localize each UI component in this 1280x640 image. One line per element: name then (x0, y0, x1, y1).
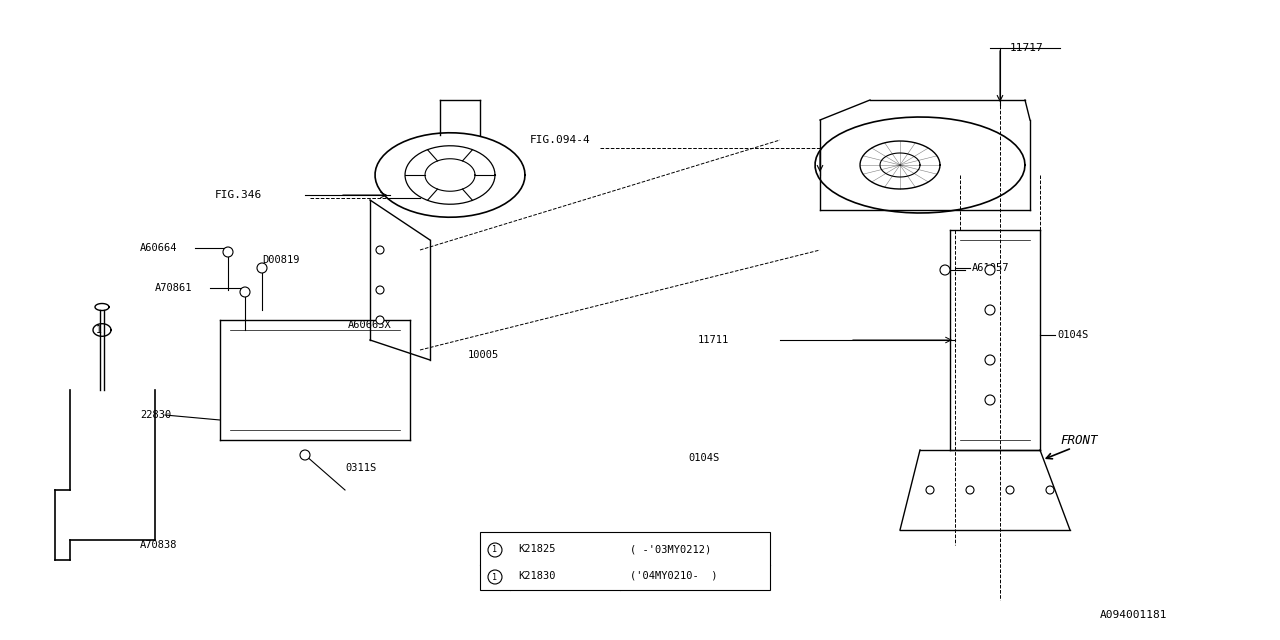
Text: FIG.346: FIG.346 (215, 190, 262, 200)
Circle shape (986, 355, 995, 365)
Circle shape (1046, 486, 1053, 494)
Circle shape (300, 450, 310, 460)
Text: A70861: A70861 (155, 283, 192, 293)
Text: A61057: A61057 (972, 263, 1010, 273)
Text: 1: 1 (492, 545, 497, 554)
Circle shape (376, 316, 384, 324)
Circle shape (940, 265, 950, 275)
Text: K21825: K21825 (518, 544, 556, 554)
Circle shape (257, 263, 268, 273)
Bar (480, 532, 771, 590)
Circle shape (925, 486, 934, 494)
Text: K21830: K21830 (518, 571, 556, 581)
Text: 0311S: 0311S (346, 463, 376, 473)
Circle shape (376, 246, 384, 254)
Circle shape (986, 265, 995, 275)
Text: ( -'03MY0212): ( -'03MY0212) (630, 544, 712, 554)
Text: 11717: 11717 (1010, 43, 1043, 53)
Text: 1: 1 (492, 573, 497, 582)
Text: A60665X: A60665X (348, 320, 392, 330)
Circle shape (223, 247, 233, 257)
Text: 0104S: 0104S (1057, 330, 1088, 340)
Circle shape (488, 543, 502, 557)
Circle shape (376, 286, 384, 294)
Circle shape (986, 395, 995, 405)
Text: ('04MY0210-  ): ('04MY0210- ) (630, 571, 718, 581)
Text: 1: 1 (96, 325, 102, 335)
Circle shape (986, 305, 995, 315)
Text: FIG.094-4: FIG.094-4 (530, 135, 591, 145)
Text: 0104S: 0104S (689, 453, 719, 463)
Text: FRONT: FRONT (1060, 433, 1097, 447)
Text: 22830: 22830 (140, 410, 172, 420)
Circle shape (488, 570, 502, 584)
Text: D00819: D00819 (262, 255, 300, 265)
Circle shape (241, 287, 250, 297)
Text: A70838: A70838 (140, 540, 178, 550)
Text: A60664: A60664 (140, 243, 178, 253)
Circle shape (1006, 486, 1014, 494)
Text: A094001181: A094001181 (1100, 610, 1167, 620)
Circle shape (966, 486, 974, 494)
Text: 10005: 10005 (468, 350, 499, 360)
Text: 11711: 11711 (698, 335, 730, 345)
